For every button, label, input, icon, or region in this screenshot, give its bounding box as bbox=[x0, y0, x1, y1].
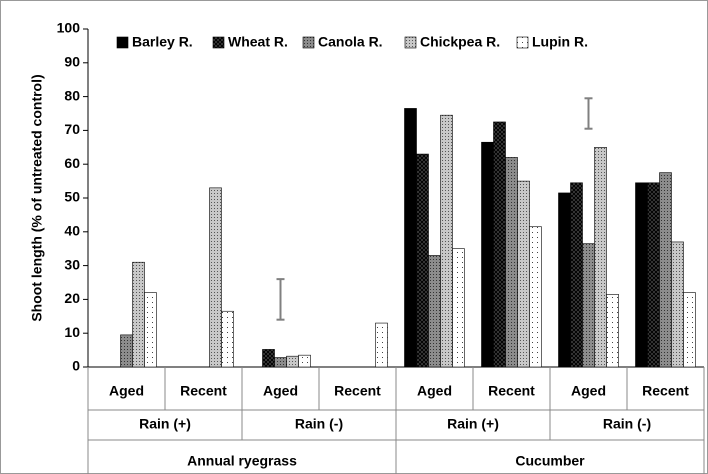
bar bbox=[659, 172, 672, 368]
error-bar bbox=[584, 97, 593, 130]
x-group-label: Rain (+) bbox=[447, 416, 499, 432]
legend-swatch bbox=[404, 36, 417, 49]
legend-swatch bbox=[116, 36, 129, 49]
bar bbox=[529, 226, 542, 368]
x-tick-label: Aged bbox=[417, 383, 452, 399]
x-tick-label: Recent bbox=[334, 383, 381, 399]
y-tick-label: 30 bbox=[64, 256, 80, 272]
y-tick-label: 60 bbox=[64, 155, 80, 171]
x-group-label: Rain (-) bbox=[603, 416, 651, 432]
bar bbox=[209, 187, 222, 368]
bar bbox=[505, 157, 518, 368]
bar bbox=[404, 108, 417, 368]
x-group-label: Rain (+) bbox=[139, 416, 191, 432]
bar bbox=[594, 147, 607, 368]
y-tick-label: 100 bbox=[57, 20, 81, 36]
bar bbox=[120, 334, 133, 368]
error-bar bbox=[276, 278, 285, 321]
bar bbox=[286, 355, 299, 368]
bar bbox=[570, 182, 583, 368]
x-tick-label: Aged bbox=[571, 383, 606, 399]
bar bbox=[481, 141, 494, 368]
legend-label: Lupin R. bbox=[532, 34, 588, 50]
bar bbox=[683, 292, 696, 368]
bar bbox=[582, 243, 595, 368]
y-tick-label: 40 bbox=[64, 223, 80, 239]
bar bbox=[440, 114, 453, 368]
legend-swatch bbox=[302, 36, 315, 49]
legend-label: Barley R. bbox=[132, 34, 193, 50]
x-tick-label: Recent bbox=[180, 383, 227, 399]
bar bbox=[493, 121, 506, 368]
bar bbox=[452, 248, 465, 368]
legend-swatch bbox=[212, 36, 225, 49]
bar bbox=[517, 180, 530, 368]
bar bbox=[132, 261, 145, 368]
legend-label: Canola R. bbox=[318, 34, 383, 50]
bar bbox=[274, 357, 287, 368]
y-tick-label: 80 bbox=[64, 87, 80, 103]
bar bbox=[558, 192, 571, 368]
y-tick-label: 20 bbox=[64, 290, 80, 306]
bar bbox=[647, 182, 660, 368]
bar bbox=[298, 354, 311, 368]
y-tick-label: 0 bbox=[72, 358, 80, 374]
x-group-label: Cucumber bbox=[515, 453, 585, 469]
x-group-label: Annual ryegrass bbox=[187, 453, 297, 469]
y-axis-label: Shoot length (% of untreated control) bbox=[29, 74, 45, 321]
bar bbox=[606, 294, 619, 368]
y-tick-label: 50 bbox=[64, 189, 80, 205]
x-tick-label: Aged bbox=[109, 383, 144, 399]
bar bbox=[416, 153, 429, 368]
legend-label: Wheat R. bbox=[228, 34, 288, 50]
legend-label: Chickpea R. bbox=[420, 34, 500, 50]
bar bbox=[375, 322, 388, 368]
x-tick-label: Recent bbox=[488, 383, 535, 399]
bar bbox=[262, 349, 275, 368]
x-group-label: Rain (-) bbox=[295, 416, 343, 432]
x-tick-label: Aged bbox=[263, 383, 298, 399]
y-tick-label: 10 bbox=[64, 324, 80, 340]
y-tick-label: 70 bbox=[64, 121, 80, 137]
y-tick-label: 90 bbox=[64, 54, 80, 70]
bar bbox=[428, 255, 441, 368]
legend-swatch bbox=[516, 36, 529, 49]
bar bbox=[221, 310, 234, 368]
bar bbox=[635, 182, 648, 368]
bar bbox=[671, 241, 684, 368]
x-tick-label: Recent bbox=[642, 383, 689, 399]
bar bbox=[144, 292, 157, 368]
